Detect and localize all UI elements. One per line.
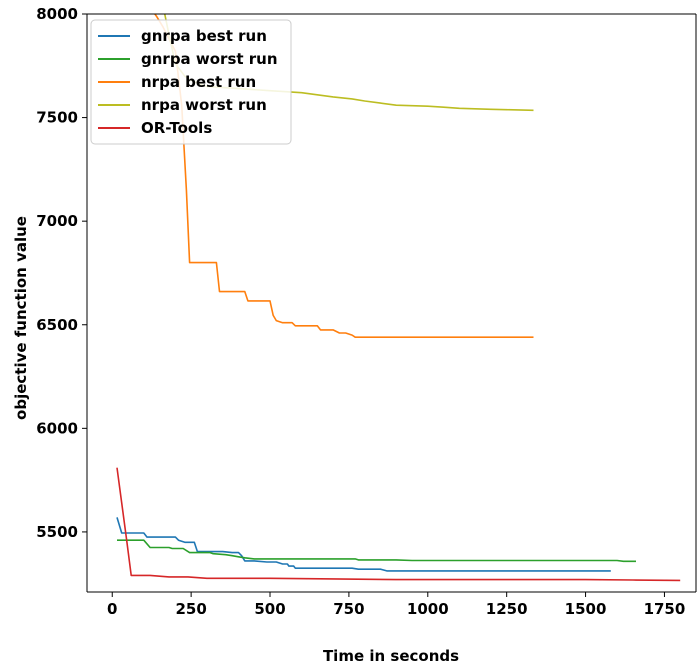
legend-label: nrpa best run <box>141 73 256 91</box>
x-axis-ticks: 0 250 500 750 1000 1250 1500 1750 <box>107 592 685 618</box>
y-axis-ticks: 5500 6000 6500 7000 7500 8000 <box>36 5 87 541</box>
legend-items: gnrpa best run gnrpa worst run nrpa best r… <box>98 27 278 137</box>
legend-label: gnrpa best run <box>141 27 267 45</box>
x-tick-label: 750 <box>333 600 364 618</box>
series-line-or-tools <box>116 467 681 582</box>
x-tick-label: 1250 <box>486 600 528 618</box>
legend-box <box>90 19 292 145</box>
y-tick-label: 7000 <box>36 212 78 230</box>
y-tick-label: 6000 <box>36 419 78 437</box>
x-tick-label: 500 <box>254 600 285 618</box>
x-axis-label: Time in seconds <box>323 647 459 665</box>
x-tick-label: 1500 <box>565 600 607 618</box>
x-tick-label: 250 <box>175 600 206 618</box>
legend: gnrpa best run gnrpa worst run nrpa best r… <box>90 19 292 145</box>
legend-label: OR-Tools <box>141 119 212 137</box>
y-tick-label: 6500 <box>36 316 78 334</box>
series-line-gnrpa-worst-run <box>117 539 636 563</box>
y-tick-label: 7500 <box>36 109 78 127</box>
x-tick-label: 0 <box>107 600 117 618</box>
legend-label: gnrpa worst run <box>141 50 278 68</box>
x-tick-label: 1000 <box>407 600 449 618</box>
y-axis-label: objective function value <box>12 216 30 420</box>
series-line-gnrpa-best-run <box>116 517 611 572</box>
legend-label: nrpa worst run <box>141 96 267 114</box>
y-tick-label: 5500 <box>36 523 78 541</box>
x-tick-label: 1750 <box>644 600 686 618</box>
y-tick-label: 8000 <box>36 5 78 23</box>
